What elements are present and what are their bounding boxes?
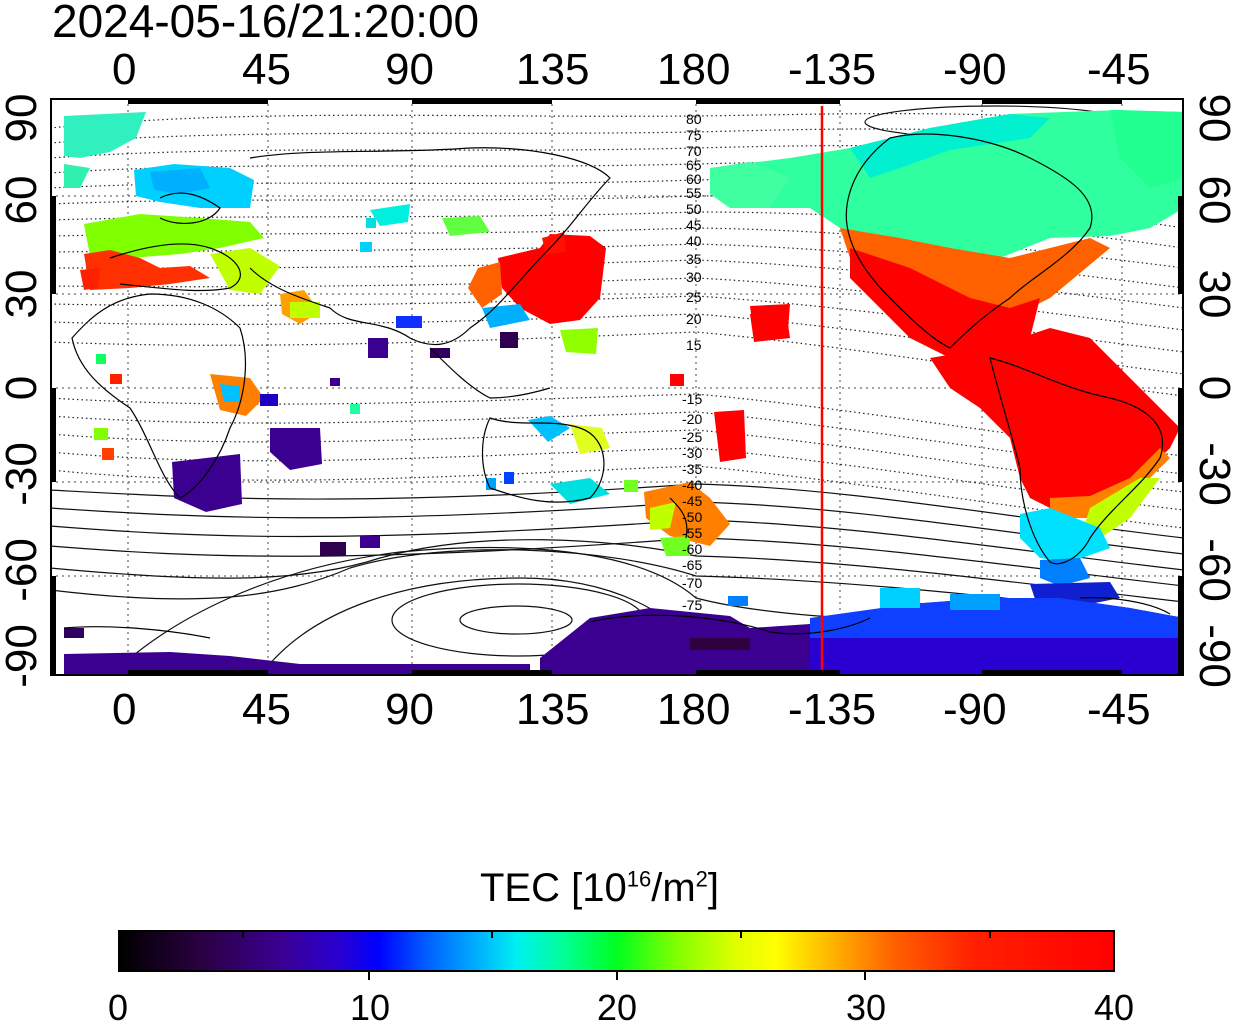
colorbar-label-0: 0 — [108, 987, 129, 1028]
right-lat-label-0: 0 — [1190, 375, 1235, 401]
colorbar-tick — [368, 972, 370, 980]
tec-map: 80 75 70 65 60 55 50 45 40 35 30 25 20 1… — [50, 98, 1184, 676]
colorbar-label-10: 10 — [350, 987, 391, 1028]
colorbar-label-30: 30 — [846, 987, 887, 1028]
contour-label: -65 — [682, 557, 702, 573]
top-lon-label-m135: -135 — [788, 45, 877, 94]
contour-label: 25 — [686, 289, 702, 305]
colorbar-minor-tick — [989, 930, 991, 938]
contour-label: 20 — [686, 311, 702, 327]
colorbar-minor-tick — [242, 930, 244, 938]
left-lat-label-30: 30 — [0, 269, 46, 319]
contour-label: -70 — [682, 575, 702, 591]
left-lat-label-m90: -90 — [0, 624, 46, 688]
left-lat-label-90: 90 — [0, 93, 46, 143]
contour-label: -55 — [682, 525, 702, 541]
bottom-lon-label-135: 135 — [516, 685, 590, 734]
contour-label: -25 — [682, 429, 702, 445]
contour-label: 75 — [686, 127, 702, 143]
contour-label: 60 — [686, 171, 702, 187]
colorbar-title-exponent: 16 — [626, 866, 652, 892]
contour-label: -45 — [682, 493, 702, 509]
contour-label: -50 — [682, 509, 702, 525]
tec-colorbar — [118, 930, 1115, 972]
left-lat-label-60: 60 — [0, 175, 46, 225]
colorbar-title: TEC [1016/m2] — [480, 866, 719, 910]
bottom-lon-label-m135: -135 — [788, 685, 877, 734]
map-timestamp: 2024-05-16/21:20:00 — [52, 0, 480, 47]
contour-labels: 80 75 70 65 60 55 50 45 40 35 30 25 20 1… — [682, 111, 702, 613]
bottom-lon-label-0: 0 — [112, 685, 137, 734]
contour-label: 15 — [686, 337, 702, 353]
colorbar-title-suffix: ] — [707, 866, 720, 910]
bottom-lon-label-m90: -90 — [943, 685, 1007, 734]
right-lat-label-90: 90 — [1190, 93, 1235, 143]
top-lon-label-180: 180 — [657, 45, 731, 94]
colorbar-title-exponent-2: 2 — [695, 866, 708, 892]
tec-map-canvas: 80 75 70 65 60 55 50 45 40 35 30 25 20 1… — [50, 98, 1184, 676]
tec-data-cells — [64, 110, 1184, 676]
contour-label: 50 — [686, 201, 702, 217]
contour-label: 35 — [686, 251, 702, 267]
right-lat-label-m90: -90 — [1190, 624, 1235, 688]
contour-label: 70 — [686, 143, 702, 159]
top-lon-label-0: 0 — [112, 45, 137, 94]
contour-label: -35 — [682, 461, 702, 477]
colorbar-label-40: 40 — [1094, 987, 1135, 1028]
bottom-lon-label-90: 90 — [385, 685, 434, 734]
contour-label: -75 — [682, 597, 702, 613]
contour-label: 80 — [686, 111, 702, 127]
bottom-lon-label-m45: -45 — [1087, 685, 1151, 734]
contour-label: 55 — [686, 185, 702, 201]
right-lat-label-30: 30 — [1190, 269, 1235, 319]
colorbar-label-20: 20 — [597, 987, 638, 1028]
colorbar-tick — [864, 972, 866, 980]
right-lat-label-m30: -30 — [1190, 442, 1235, 506]
frame-scale-bars — [50, 98, 1184, 676]
contour-label: 40 — [686, 233, 702, 249]
top-lon-label-90: 90 — [385, 45, 434, 94]
top-lon-label-m45: -45 — [1087, 45, 1151, 94]
bottom-lon-label-180: 180 — [657, 685, 731, 734]
left-lat-label-m30: -30 — [0, 442, 46, 506]
colorbar-tick — [616, 972, 618, 980]
contour-label: 45 — [686, 217, 702, 233]
left-lat-label-0: 0 — [0, 375, 46, 401]
coastlines — [63, 133, 1171, 639]
colorbar-minor-tick — [740, 930, 742, 938]
contour-label: -30 — [682, 445, 702, 461]
contour-label: 30 — [686, 269, 702, 285]
contour-label: -15 — [682, 391, 702, 407]
contour-label: -40 — [682, 477, 702, 493]
top-lon-label-135: 135 — [516, 45, 590, 94]
contour-label: 65 — [686, 157, 702, 173]
contour-label: -20 — [682, 411, 702, 427]
contour-label: -60 — [682, 541, 702, 557]
right-lat-label-60: 60 — [1190, 175, 1235, 225]
left-lat-label-m60: -60 — [0, 538, 46, 602]
colorbar-title-prefix: TEC [10 — [480, 866, 627, 910]
right-lat-label-m60: -60 — [1190, 538, 1235, 602]
top-lon-label-m90: -90 — [943, 45, 1007, 94]
colorbar-minor-tick — [491, 930, 493, 938]
colorbar-title-unit: /m — [651, 866, 696, 910]
top-lon-label-45: 45 — [242, 45, 291, 94]
bottom-lon-label-45: 45 — [242, 685, 291, 734]
